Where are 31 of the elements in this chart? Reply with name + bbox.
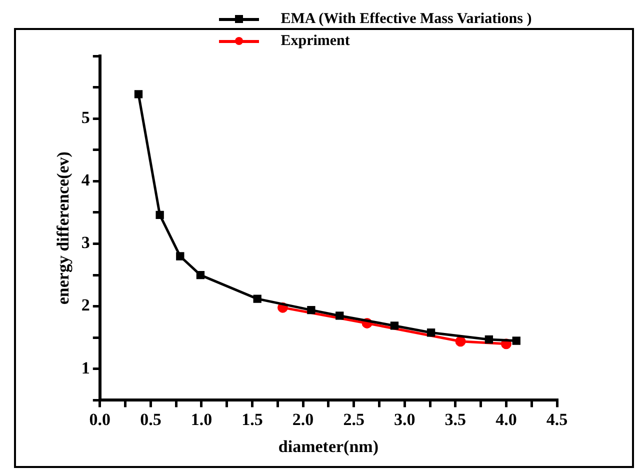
point (196, 270, 205, 280)
x-tick-label: 2.5 (343, 410, 364, 429)
point (253, 294, 262, 303)
x-tick-label: 1.5 (242, 410, 263, 429)
x-tick-label: 0.0 (89, 410, 111, 429)
x-tick-label: 2.0 (292, 410, 314, 429)
x-tick-label: 0.5 (140, 410, 162, 429)
x-tick-label: 3.5 (444, 410, 466, 429)
x-tick-label: 1.0 (190, 410, 212, 429)
x-tick-label: 4.0 (496, 410, 517, 429)
legend-label: Expriment (280, 32, 350, 50)
point (176, 252, 184, 260)
point (512, 336, 520, 345)
legend-label: EMA (With Effective Mass Variations ) (280, 10, 532, 28)
point (390, 322, 399, 330)
y-tick-label: 4 (81, 170, 90, 190)
y-tick-label: 5 (81, 108, 90, 127)
point (336, 312, 344, 320)
point (426, 328, 436, 337)
y-tick-label: 2 (81, 296, 90, 315)
point (484, 335, 494, 344)
point (134, 90, 143, 98)
point (455, 336, 466, 347)
y-tick-label: 1 (81, 358, 90, 378)
point (156, 210, 164, 220)
x-tick-label: 3.0 (394, 410, 416, 429)
x-tick-label: 4.5 (546, 410, 568, 429)
y-tick-label: 3 (81, 233, 90, 252)
point (307, 306, 316, 314)
y-axis-title: energy difference(ev) (54, 152, 73, 305)
x-axis-title: diameter(nm) (278, 437, 378, 456)
